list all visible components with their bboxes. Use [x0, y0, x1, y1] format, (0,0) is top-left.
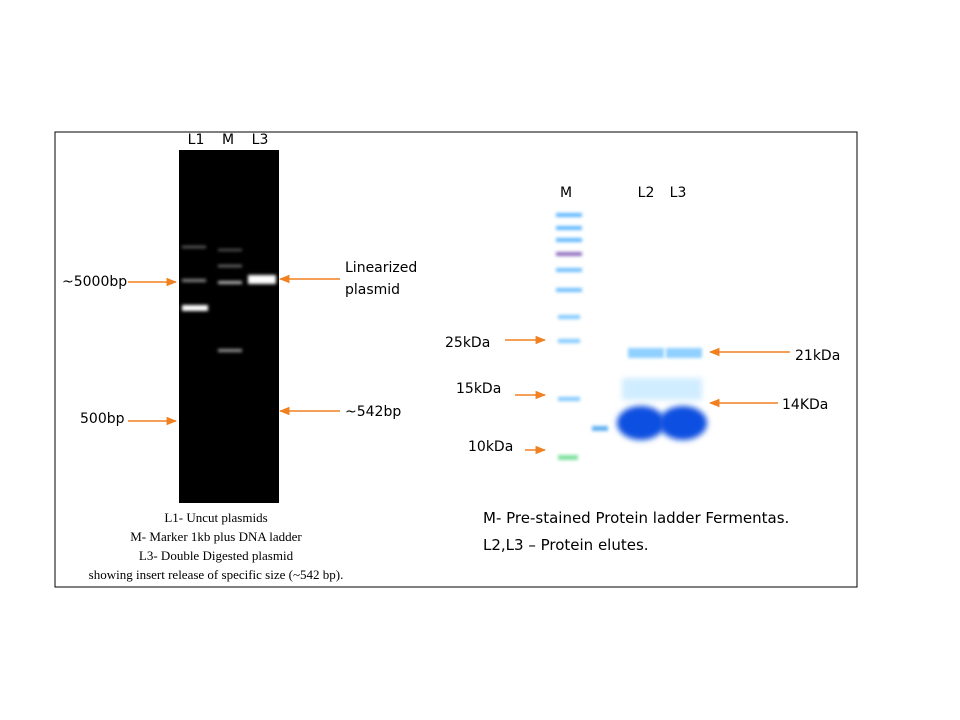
caption: L2,L3 – Protein elutes. [483, 536, 649, 554]
caption: M- Pre-stained Protein ladder Fermentas. [483, 509, 789, 527]
band-label: 21kDa [795, 348, 840, 364]
size-label: 10kDa [468, 439, 513, 455]
lane-label: L1 [188, 132, 205, 148]
band-label: ~542bp [345, 404, 401, 420]
band-label: 14KDa [782, 397, 828, 413]
size-label: 15kDa [456, 381, 501, 397]
lane-label: M [222, 132, 234, 148]
protein-bands [617, 348, 707, 440]
lane-label: L3 [670, 185, 687, 201]
size-label: 500bp [80, 411, 125, 427]
caption: M- Marker 1kb plus DNA ladder [130, 529, 302, 544]
dna-gel [179, 150, 279, 503]
caption: L3- Double Digested plasmid [139, 548, 294, 563]
caption: showing insert release of specific size … [89, 567, 344, 582]
lane-label: L3 [252, 132, 269, 148]
lane-label: M [560, 185, 572, 201]
size-label: ~5000bp [62, 274, 127, 290]
band-label: Linearized [345, 260, 417, 276]
ladder-bands [556, 213, 608, 460]
dna-bands [182, 246, 276, 352]
frame [54, 131, 858, 588]
lane-label: L2 [638, 185, 655, 201]
band-label: plasmid [345, 282, 400, 298]
caption: L1- Uncut plasmids [164, 510, 267, 525]
size-label: 25kDa [445, 335, 490, 351]
